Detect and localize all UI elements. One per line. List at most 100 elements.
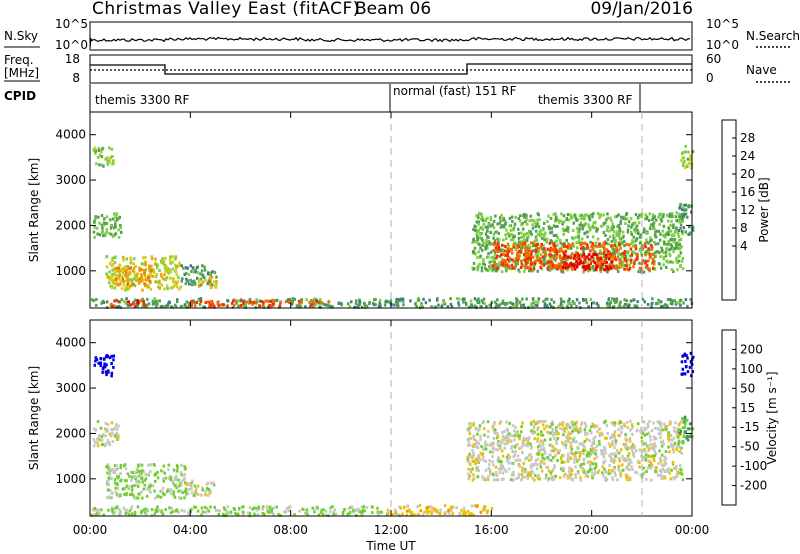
heatmap-cell [503,249,507,253]
heatmap-cell [566,213,570,216]
heatmap-cell [187,303,191,307]
heatmap-cell [572,221,575,225]
heatmap-cell [481,301,485,305]
heatmap-cell [684,365,688,369]
heatmap-cell [595,444,598,448]
heatmap-cell [523,475,526,479]
heatmap-cell [514,248,518,252]
heatmap-cell [561,220,564,224]
heatmap-cell [565,435,568,439]
heatmap-cell [624,437,627,441]
heatmap-cell [406,504,409,508]
heatmap-cell [479,510,483,514]
heatmap-cell [544,451,547,455]
heatmap-cell [675,256,678,260]
heatmap-cell [659,436,662,440]
heatmap-cell [178,484,181,488]
heatmap-cell [410,511,413,514]
heatmap-cell [111,431,114,435]
heatmap-cell [515,297,518,301]
heatmap-cell [567,218,571,222]
heatmap-cell [641,432,645,435]
heatmap-cell [494,300,497,304]
heatmap-cell [136,299,140,303]
heatmap-cell [398,299,402,303]
heatmap-cell [376,513,380,517]
heatmap-cell [96,420,100,424]
heatmap-cell [113,464,117,467]
heatmap-cell [94,428,98,432]
heatmap-cell [196,509,200,513]
heatmap-cell [644,441,648,445]
heatmap-cell [102,221,106,225]
heatmap-cell [662,233,666,237]
heatmap-cell [114,281,118,285]
heatmap-cell [636,422,640,426]
heatmap-cell [613,423,616,427]
heatmap-cell [649,435,652,439]
heatmap-cell [130,490,134,494]
heatmap-cell [155,273,158,276]
heatmap-cell [321,512,325,516]
heatmap-cell [680,372,684,376]
heatmap-cell [667,445,670,449]
heatmap-cell [535,255,539,259]
heatmap-cell [549,216,553,220]
heatmap-cell [97,511,100,515]
heatmap-cell [563,245,566,249]
heatmap-cell [161,492,165,495]
heatmap-cell [635,224,639,228]
heatmap-cell [614,452,618,456]
heatmap-cell [133,257,136,261]
heatmap-cell [554,248,558,252]
heatmap-cell [531,226,535,230]
heatmap-cell [617,428,620,432]
heatmap-cell [621,216,625,220]
heatmap-cell [668,421,672,425]
heatmap-cell [170,286,173,290]
heatmap-cell [589,228,592,232]
heatmap-cell [684,230,687,234]
heatmap-cell [284,510,287,514]
heatmap-cluster-11 [561,252,614,272]
x-tick-label: 12:00 [374,523,409,537]
heatmap-cell [611,297,614,301]
heatmap-cell [549,425,553,429]
heatmap-cell [311,301,315,305]
heatmap-cell [572,244,575,248]
heatmap-cell [589,262,592,265]
heatmap-cell [475,427,478,431]
heatmap-cell [500,449,504,453]
heatmap-cell [193,282,197,286]
heatmap-cell [650,238,653,242]
heatmap-cell [531,297,535,301]
heatmap-cell [647,445,650,448]
heatmap-cell [521,476,524,480]
heatmap-cell [199,299,203,303]
heatmap-cell [509,301,512,305]
heatmap-cell [548,241,552,245]
heatmap-cell [574,465,577,469]
heatmap-cell [104,157,107,161]
heatmap-cell [95,297,98,301]
heatmap-cell [147,278,150,282]
heatmap-cell [590,431,593,435]
heatmap-cell [501,454,505,458]
heatmap-cell [601,449,604,453]
heatmap-cell [106,438,110,442]
heatmap-cell [548,425,551,429]
heatmap-cell [343,508,346,511]
heatmap-cell [680,218,684,222]
heatmap-cell [143,284,147,288]
heatmap-cell [414,302,417,306]
heatmap-cell [661,229,665,233]
heatmap-cell [210,304,213,308]
heatmap-cell [678,254,681,258]
heatmap-cell [553,246,557,250]
heatmap-cell [505,268,508,272]
heatmap-cell [95,303,98,307]
heatmap-cell [101,226,104,230]
heatmap-cell [363,509,366,513]
heatmap-cell [308,304,312,308]
heatmap-cell [625,443,628,447]
